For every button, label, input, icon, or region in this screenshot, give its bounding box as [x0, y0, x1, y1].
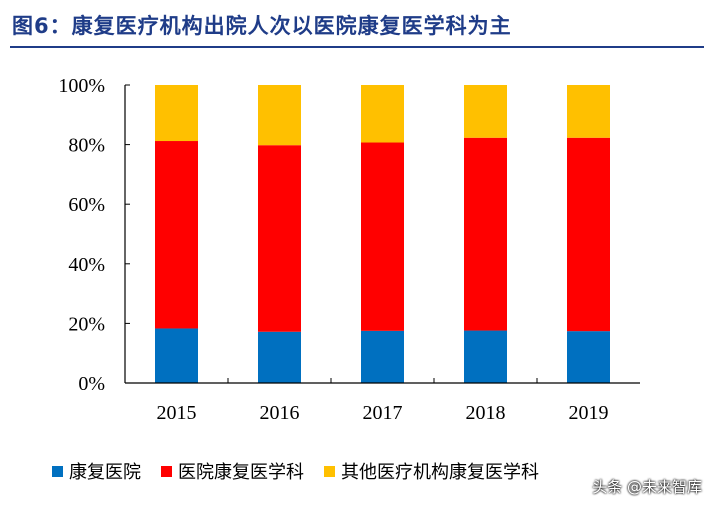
y-tick-label: 60%: [68, 194, 105, 216]
bar-segment-2016-1: [258, 145, 301, 332]
bar-segment-2016-0: [258, 331, 301, 383]
legend-label: 医院康复医学科: [178, 462, 304, 483]
y-tick-label: 40%: [68, 254, 105, 276]
bar-segment-2019-0: [567, 331, 610, 383]
y-tick-label: 20%: [68, 313, 105, 335]
x-tick-label: 2018: [466, 402, 506, 424]
y-tick-label: 0%: [78, 373, 105, 395]
legend-swatch: [161, 465, 172, 477]
bar-segment-2017-2: [361, 85, 404, 143]
bar-segment-2018-0: [464, 330, 507, 383]
bar-segment-2015-0: [155, 328, 198, 383]
legend-item: 医院康复医学科: [161, 458, 304, 484]
legend-label: 康复医院: [69, 462, 141, 483]
x-tick-label: 2016: [260, 402, 300, 424]
chart-title: 图6：康复医疗机构出院人次以医院康复医学科为主: [12, 14, 512, 38]
bar-segment-2019-2: [567, 85, 610, 138]
bar-segment-2018-2: [464, 85, 507, 138]
legend-swatch: [324, 465, 335, 477]
watermark: 头条 @未来智库: [592, 478, 702, 496]
x-tick-label: 2015: [157, 402, 197, 424]
legend-label: 其他医疗机构康复医学科: [341, 462, 539, 483]
bar-segment-2018-1: [464, 137, 507, 331]
bar-segment-2017-0: [361, 330, 404, 383]
legend-swatch: [52, 465, 63, 477]
bar-segment-2016-2: [258, 85, 301, 146]
bar-segment-2015-1: [155, 141, 198, 329]
y-tick-label: 100%: [58, 75, 105, 97]
legend: 康复医院 医院康复医学科 其他医疗机构康复医学科: [52, 458, 539, 484]
legend-item: 康复医院: [52, 458, 141, 484]
x-tick-label: 2019: [569, 402, 609, 424]
bar-segment-2015-2: [155, 85, 198, 142]
x-tick-label: 2017: [363, 402, 403, 424]
y-tick-label: 80%: [68, 135, 105, 157]
legend-item: 其他医疗机构康复医学科: [324, 458, 539, 484]
title-divider: [10, 46, 704, 48]
bar-segment-2017-1: [361, 142, 404, 331]
bar-segment-2019-1: [567, 137, 610, 332]
